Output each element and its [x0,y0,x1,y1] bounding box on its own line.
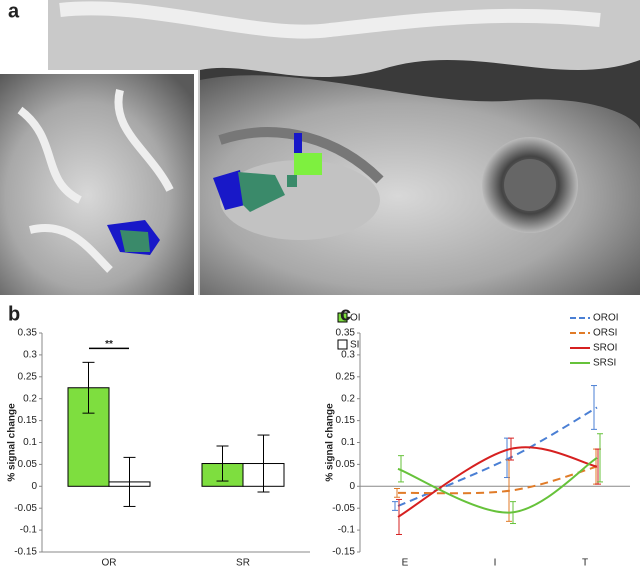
series-line [397,446,598,518]
y-tick-label: -0.1 [338,525,356,536]
series-line [397,406,598,507]
y-tick-label: 0.35 [336,328,356,339]
series-line [397,465,598,495]
x-tick-label: SR [236,558,250,569]
y-tick-label: 0 [349,481,355,492]
legend-label: SROI [593,343,617,354]
y-tick-label: 0.25 [336,371,356,382]
legend-label: SRSI [593,358,616,369]
legend-label: OI [350,313,361,324]
panel-label: a [8,0,20,22]
series-line [397,456,598,514]
y-axis-label: % signal change [7,403,18,482]
legend-label: SI [350,340,359,351]
y-tick-label: 0 [31,481,37,492]
y-axis-label: % signal change [325,403,336,482]
panel-label: b [8,303,20,325]
y-tick-label: 0.1 [341,437,355,448]
legend-swatch [337,312,348,323]
significance-label: ** [105,339,113,350]
y-tick-label: 0.15 [336,415,356,426]
x-tick-label: OR [102,558,117,569]
y-tick-label: 0.1 [23,437,37,448]
y-tick-label: 0.35 [18,328,38,339]
brain-image [0,0,640,295]
legend-swatch [337,339,348,350]
legend-label: ORSI [593,328,617,339]
y-tick-label: 0.25 [18,371,38,382]
y-tick-label: -0.15 [14,547,37,558]
legend-label: OROI [593,313,619,324]
y-tick-label: -0.1 [20,525,38,536]
y-tick-label: 0.2 [23,393,37,404]
y-tick-label: 0.3 [23,350,37,361]
y-tick-label: 0.05 [18,459,38,470]
y-tick-label: 0.3 [341,350,355,361]
panel-label: c [340,303,351,325]
x-tick-label: I [494,558,497,569]
x-tick-label: E [402,558,409,569]
y-tick-label: -0.05 [14,503,37,514]
y-tick-label: 0.05 [336,459,356,470]
y-tick-label: 0.15 [18,415,38,426]
x-tick-label: T [582,558,588,569]
y-tick-label: -0.05 [332,503,355,514]
y-tick-label: -0.15 [332,547,355,558]
y-tick-label: 0.2 [341,393,355,404]
